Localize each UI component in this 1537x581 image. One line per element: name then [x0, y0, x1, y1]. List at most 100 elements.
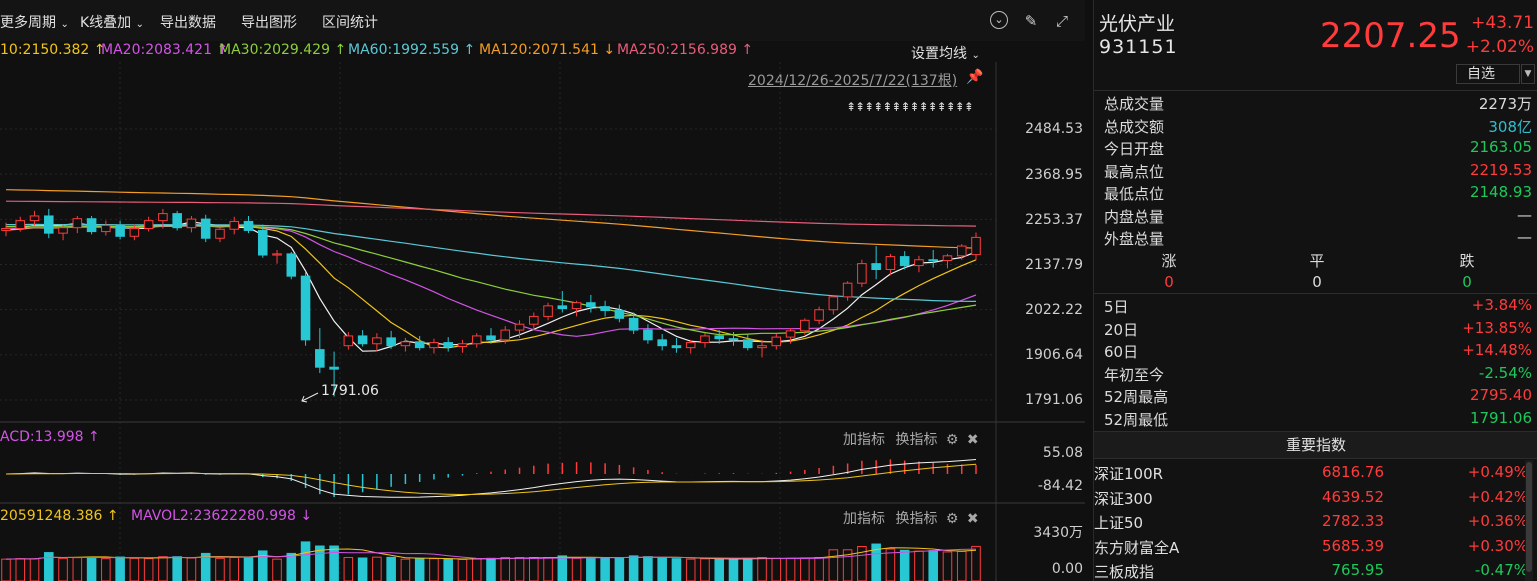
performance-value: 2795.40	[1469, 386, 1532, 405]
candle-up	[842, 282, 853, 298]
gear-icon[interactable]: ⚙	[945, 511, 959, 527]
volume-bar	[129, 557, 140, 581]
performance-label: 5日	[1104, 298, 1129, 316]
stat-row: 外盘总量 —	[1104, 228, 1532, 250]
candle-down	[486, 335, 496, 341]
more-period-button[interactable]: 更多周期 ⌄	[0, 15, 69, 31]
index-row[interactable]: 东方财富全A 5685.39 +0.30%	[1094, 537, 1530, 561]
performance-row: 年初至今 -2.54%	[1104, 364, 1532, 386]
index-scrollbar[interactable]	[1525, 460, 1533, 581]
candle-up	[942, 255, 953, 262]
index-name: 深证100R	[1094, 465, 1164, 483]
ma-line	[5, 225, 977, 336]
index-name: 三板成指	[1094, 563, 1155, 581]
candle-down	[742, 339, 753, 349]
volume-bar	[614, 557, 625, 581]
index-price: 765.95	[1331, 561, 1385, 579]
close-icon[interactable]: ✖	[966, 511, 979, 527]
candle-up	[971, 236, 981, 256]
collapse-icon[interactable]: ⌄	[990, 11, 1008, 29]
macd-lines	[5, 459, 977, 498]
index-name: 东方财富全A	[1094, 538, 1180, 557]
watchlist-dropdown-icon[interactable]: ▼	[1521, 64, 1535, 84]
index-row[interactable]: 深证300 4639.52 +0.42%	[1094, 488, 1530, 512]
volume-bar	[272, 558, 282, 581]
candle-down	[671, 345, 682, 349]
ma-line	[5, 189, 977, 249]
fullscreen-icon[interactable]: ⤢	[1055, 12, 1068, 30]
stat-label: 今日开盘	[1104, 140, 1165, 158]
macd-label: ACD:13.998 ↑	[0, 429, 100, 445]
range-stats-button[interactable]: 区间统计	[322, 15, 378, 31]
candle-up	[58, 227, 68, 234]
candle-up	[800, 319, 810, 332]
candle-up	[29, 215, 40, 222]
dif-line	[5, 459, 977, 498]
pin-icon[interactable]: 📌	[966, 69, 984, 85]
candle-down	[871, 263, 881, 271]
candle-down	[928, 259, 938, 262]
chevron-down-icon: ⌄	[60, 19, 69, 30]
stat-value: —	[1517, 205, 1532, 224]
add-indicator-button[interactable]: 加指标	[843, 511, 885, 527]
watchlist-button[interactable]: 自选	[1456, 64, 1520, 84]
flat-count: 0	[1312, 273, 1322, 291]
volume-bar	[443, 558, 453, 581]
kline-chart[interactable]	[0, 0, 1085, 581]
performance-row: 52周最高 2795.40	[1104, 386, 1532, 408]
add-indicator-button[interactable]: 加指标	[843, 432, 885, 448]
candle-down	[600, 306, 610, 312]
volume-bar	[500, 557, 511, 581]
performance-row: 52周最低 1791.06	[1104, 409, 1532, 431]
stat-row: 最高点位 2219.53	[1104, 161, 1532, 183]
candle-down	[243, 220, 254, 231]
candle-up	[429, 342, 439, 349]
stat-label: 最高点位	[1104, 162, 1165, 181]
candle-down	[628, 317, 639, 331]
volume-bar	[942, 551, 953, 581]
export-data-button[interactable]: 导出数据	[160, 15, 216, 31]
index-change: -0.47%	[1474, 561, 1528, 579]
index-row[interactable]: 上证50 2782.33 +0.36%	[1094, 512, 1530, 536]
volume-bar	[58, 557, 68, 581]
switch-indicator-button[interactable]: 换指标	[895, 432, 938, 448]
gear-icon[interactable]: ⚙	[945, 432, 959, 448]
candle-down	[329, 366, 339, 370]
price-tick-label: 2368.95	[1025, 167, 1083, 183]
export-chart-button[interactable]: 导出图形	[241, 15, 297, 31]
volume-bar	[257, 550, 268, 581]
volume-bar	[29, 558, 40, 581]
date-range-label[interactable]: 2024/12/26-2025/7/22(137根)	[748, 73, 958, 89]
index-row[interactable]: 深证100R 6816.76 +0.49%	[1094, 463, 1530, 487]
volume-bar	[457, 558, 468, 581]
stat-label: 最低点位	[1104, 185, 1165, 203]
candle-down	[286, 253, 297, 277]
index-price: 6816.76	[1321, 463, 1384, 481]
brush-icon[interactable]: ✎	[1024, 12, 1038, 30]
close-icon[interactable]: ✖	[966, 432, 979, 448]
candle-down	[557, 305, 568, 310]
volume-bar	[101, 558, 111, 581]
quote-panel: 光伏产业 931151 2207.25 +43.71 +2.02% 自选 ▼ 总…	[1093, 0, 1537, 581]
volume-bar	[115, 556, 125, 581]
vol-tick-label: 0.00	[1051, 561, 1083, 577]
scrollbar-thumb[interactable]	[1526, 462, 1532, 572]
volume-bar	[899, 549, 910, 581]
volume-bar	[200, 552, 211, 581]
volume-bar	[300, 541, 311, 581]
candle-up	[1, 227, 11, 231]
switch-indicator-button[interactable]: 换指标	[895, 511, 938, 527]
volume-bar	[414, 558, 425, 581]
k-overlay-button[interactable]: K线叠加 ⌄	[80, 15, 145, 31]
vol-ma2-label: MAVOL2:23622280.998 ↓	[131, 508, 313, 524]
price-tick-label: 1906.64	[1025, 347, 1083, 363]
ma-setting-button[interactable]: 设置均线 ⌄	[911, 46, 980, 62]
stat-row: 总成交量 2273万	[1104, 93, 1532, 115]
performance-label: 52周最高	[1104, 388, 1169, 407]
volume-bar	[286, 552, 297, 581]
stat-row: 总成交额 308亿	[1104, 116, 1532, 138]
index-row[interactable]: 三板成指 765.95 -0.47%	[1094, 561, 1530, 581]
volume-ma-lines	[5, 547, 977, 560]
chevron-down-icon: ⌄	[135, 19, 145, 30]
index-change: +0.42%	[1467, 487, 1528, 506]
